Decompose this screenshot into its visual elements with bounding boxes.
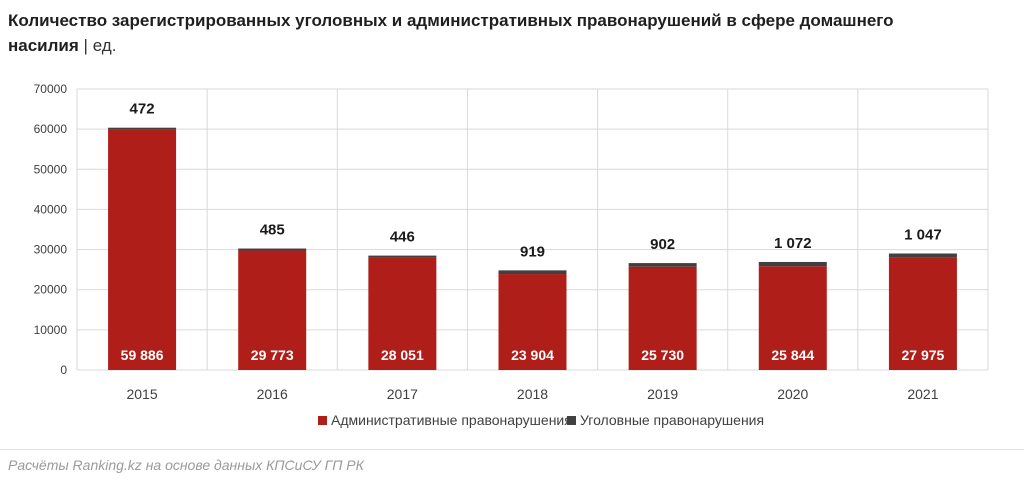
y-tick-label: 20000 bbox=[34, 283, 68, 297]
data-label-administrative: 25 730 bbox=[641, 347, 684, 363]
bar-criminal bbox=[888, 253, 957, 258]
legend-label-administrative: Административные правонарушения bbox=[331, 412, 572, 428]
bars bbox=[108, 127, 957, 370]
y-tick-label: 30000 bbox=[34, 243, 68, 257]
bar-criminal bbox=[758, 261, 827, 267]
data-labels: 59 886 472 29 773 485 28 051 446 23 904 919 25 7… bbox=[121, 101, 945, 363]
x-tick-label: 2020 bbox=[777, 386, 808, 402]
y-axis-ticks: 0 10000 20000 30000 40000 50000 60000 70000 bbox=[34, 82, 68, 377]
y-tick-label: 70000 bbox=[34, 82, 68, 96]
data-label-criminal: 1 072 bbox=[774, 235, 812, 252]
data-label-criminal: 902 bbox=[650, 236, 675, 253]
data-label-administrative: 59 886 bbox=[121, 347, 164, 363]
data-label-criminal: 485 bbox=[260, 222, 285, 239]
data-label-criminal: 919 bbox=[520, 243, 545, 260]
legend-swatch-criminal bbox=[567, 416, 576, 425]
x-tick-label: 2018 bbox=[517, 386, 548, 402]
bar-criminal bbox=[498, 270, 567, 275]
y-tick-label: 0 bbox=[60, 363, 67, 377]
bar-criminal bbox=[368, 255, 437, 258]
bar-administrative bbox=[238, 250, 307, 370]
legend-label-criminal: Уголовные правонарушения bbox=[580, 412, 764, 428]
bar-administrative bbox=[888, 257, 957, 370]
data-label-administrative: 29 773 bbox=[251, 347, 294, 363]
bar-criminal bbox=[628, 263, 697, 267]
data-label-administrative: 28 051 bbox=[381, 347, 424, 363]
bar-criminal bbox=[238, 248, 307, 251]
y-tick-label: 60000 bbox=[34, 122, 68, 136]
bar-administrative bbox=[758, 266, 827, 370]
x-tick-label: 2019 bbox=[647, 386, 678, 402]
title-separator: | bbox=[83, 36, 88, 55]
bar-administrative bbox=[368, 257, 437, 370]
data-label-criminal: 446 bbox=[390, 229, 415, 246]
chart-title: Количество зарегистрированных уголовных … bbox=[8, 8, 968, 58]
x-tick-label: 2021 bbox=[907, 386, 938, 402]
bar-administrative bbox=[628, 266, 697, 370]
data-label-criminal: 472 bbox=[130, 101, 155, 118]
x-axis-ticks: 2015 2016 2017 2018 2019 2020 2021 bbox=[126, 386, 938, 402]
legend-swatch-administrative bbox=[318, 416, 327, 425]
data-label-criminal: 1 047 bbox=[904, 226, 942, 243]
grid-layer bbox=[76, 88, 989, 371]
data-label-administrative: 25 844 bbox=[771, 347, 814, 363]
x-tick-label: 2017 bbox=[387, 386, 418, 402]
chart-unit: ед. bbox=[92, 36, 117, 55]
y-tick-label: 50000 bbox=[34, 162, 68, 176]
legend: Административные правонарушения Уголовные… bbox=[318, 412, 764, 428]
bar-administrative bbox=[498, 274, 567, 370]
bar-criminal bbox=[108, 127, 177, 130]
y-tick-label: 10000 bbox=[34, 323, 68, 337]
data-label-administrative: 27 975 bbox=[902, 347, 945, 363]
chart-title-main: Количество зарегистрированных уголовных … bbox=[8, 11, 894, 55]
x-tick-label: 2015 bbox=[126, 386, 157, 402]
x-tick-label: 2016 bbox=[257, 386, 288, 402]
footer-divider bbox=[0, 449, 1024, 450]
bar-administrative bbox=[108, 129, 177, 370]
source-note: Расчёты Ranking.kz на основе данных КПСи… bbox=[8, 457, 364, 473]
y-tick-label: 40000 bbox=[34, 202, 68, 216]
data-label-administrative: 23 904 bbox=[511, 347, 554, 363]
stacked-bar-chart: 0 10000 20000 30000 40000 50000 60000 70000 59 … bbox=[34, 82, 989, 428]
